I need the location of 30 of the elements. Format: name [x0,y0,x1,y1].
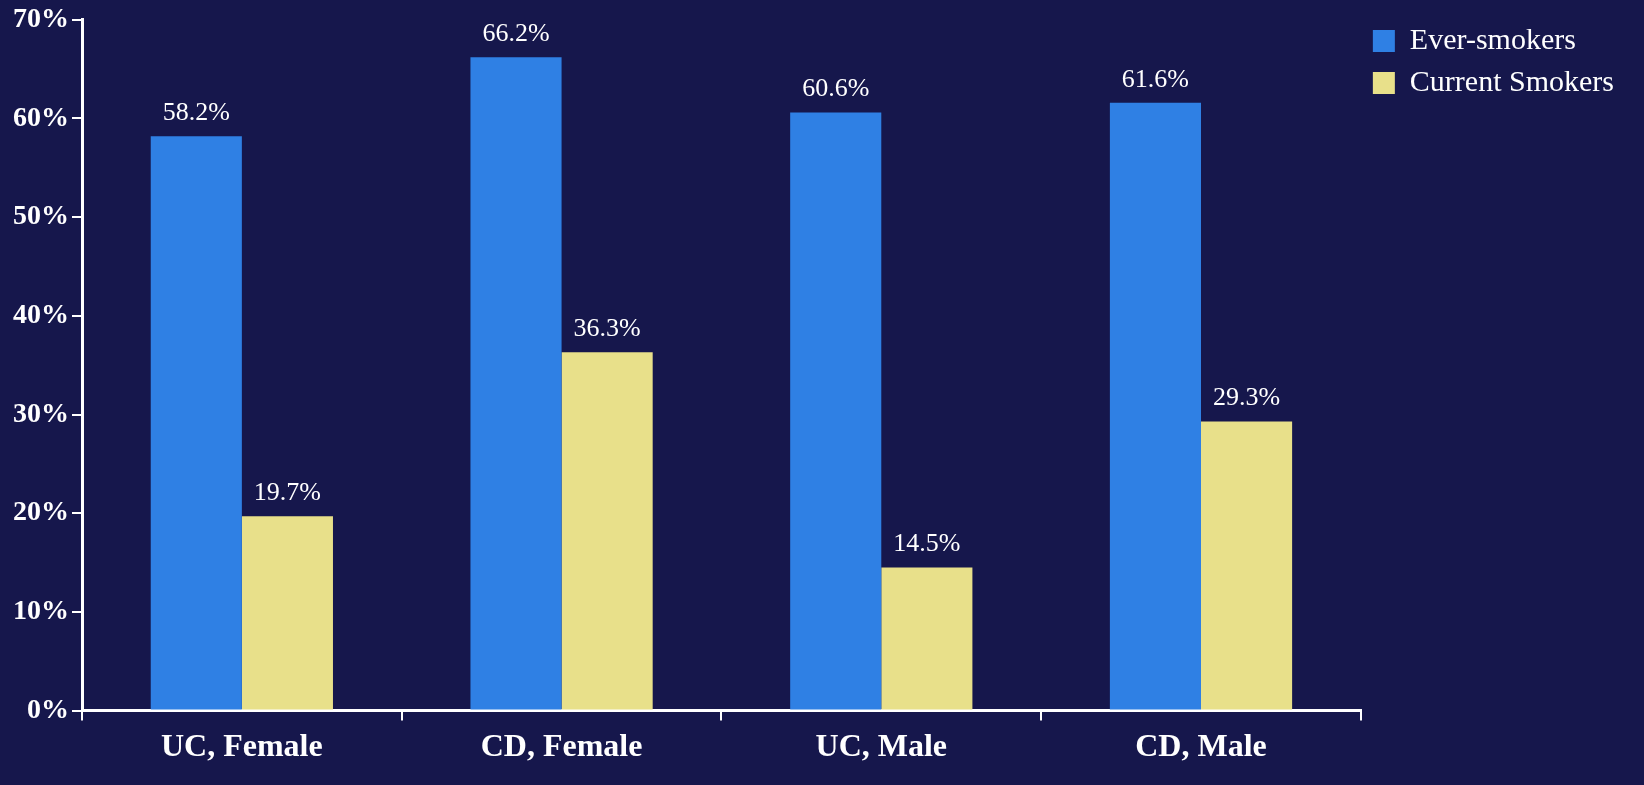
bar [790,112,882,710]
legend-label: Ever-smokers [1409,21,1576,55]
y-tick-label: 20% [13,495,69,527]
data-label: 14.5% [893,528,961,558]
y-tick-label: 0% [27,692,69,724]
x-tick-label: UC, Male [815,727,948,764]
y-tick-label: 10% [13,594,69,626]
x-tick-label: CD, Female [480,727,643,764]
bar [150,136,242,710]
data-label: 19.7% [253,477,321,507]
bar [1201,421,1293,710]
y-tick-label: 30% [13,396,69,428]
bar [561,352,653,710]
data-label: 61.6% [1121,63,1190,93]
y-tick-label: 60% [13,100,69,132]
y-tick-label: 40% [13,298,69,330]
x-tick-label: UC, Female [161,727,323,764]
bar [241,516,333,710]
x-tick-label: CD, Male [1135,727,1267,764]
data-label: 58.2% [162,97,230,127]
y-tick-label: 50% [13,199,69,231]
y-tick-label: 70% [13,2,69,34]
data-label: 36.3% [573,313,641,343]
bar [470,57,562,710]
data-label: 60.6% [802,73,870,103]
data-label: 66.2% [482,18,550,48]
bar [881,567,973,710]
legend-label: Current Smokers [1409,63,1614,97]
bar [1109,102,1201,710]
data-label: 29.3% [1212,382,1281,412]
